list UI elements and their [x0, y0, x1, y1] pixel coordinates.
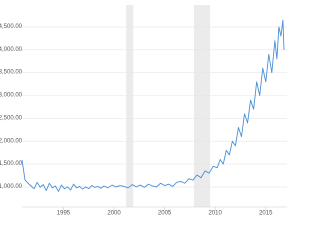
y-tick-label: 3,500.00 [0, 70, 23, 76]
y-tick-label: 3,000.00 [0, 93, 23, 99]
x-tick-label: 2010 [209, 211, 223, 217]
x-tick-label: 1995 [57, 211, 71, 217]
y-tick-label: 1,500.00 [0, 161, 23, 167]
y-tick-label: 2,000.00 [0, 138, 23, 144]
x-tick-label: 2000 [107, 211, 121, 217]
recession-band [126, 5, 134, 207]
data-line [21, 19, 285, 192]
y-tick-label: 1,000.00 [0, 184, 23, 190]
chart: 1,000.00 1,500.00 2,000.00 2,500.00 3,000.00… [0, 5, 287, 217]
y-tick-label: 4,000.00 [0, 47, 23, 53]
y-tick-label: 2,500.00 [0, 115, 23, 121]
x-tick-label: 2005 [158, 211, 172, 217]
x-tick-label: 2015 [259, 211, 273, 217]
y-tick-label: 4,500.00 [0, 24, 23, 30]
recession-band [193, 5, 211, 207]
